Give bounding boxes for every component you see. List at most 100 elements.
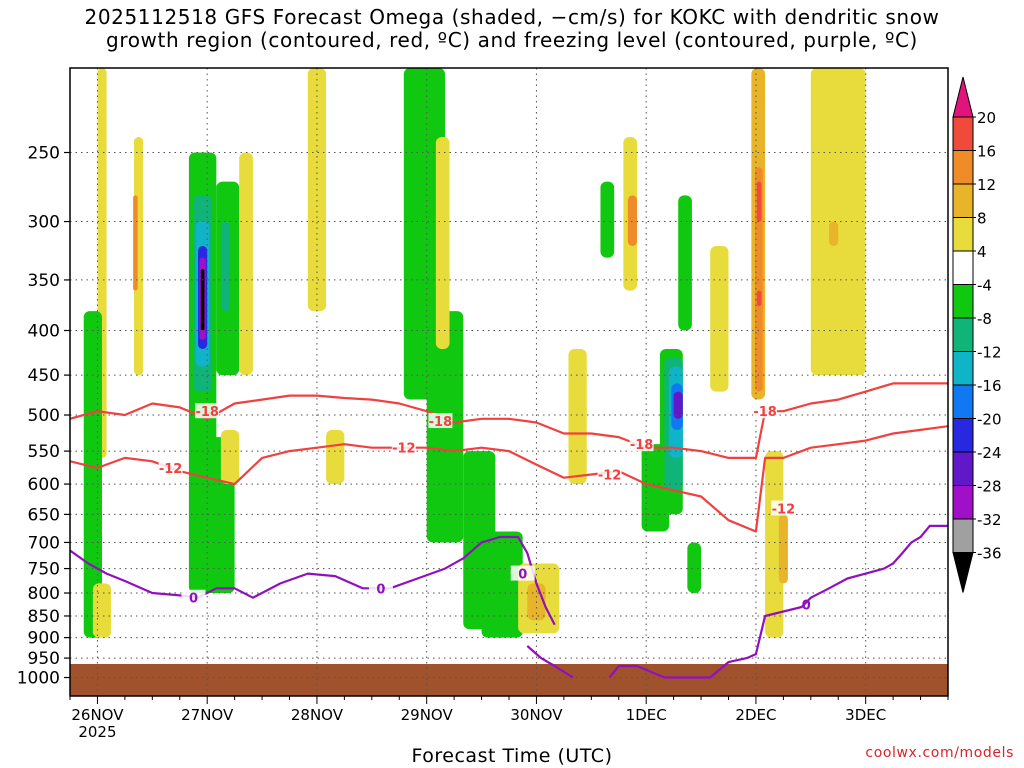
pressure-tick-label: 550 (28, 442, 60, 462)
time-tick-label: 28NOV (291, 706, 344, 724)
omega-cell (200, 268, 205, 331)
contour-layer: -18 -18 -18 -18 -12 -12 -12 -12 0 0 0 0 (70, 382, 948, 679)
contour-label-bg (629, 436, 654, 452)
colorbar-swatch (952, 384, 974, 419)
source-credit: coolwx.com/models (865, 745, 1014, 761)
contour-label: 0 (802, 599, 811, 614)
colorbar-label: -36 (977, 545, 1002, 563)
omega-cell (435, 137, 450, 349)
omega-cell (678, 195, 692, 331)
pressure-tick-label: 800 (28, 584, 60, 604)
pressure-tick-label: 700 (28, 533, 60, 553)
pressure-tick-label: 400 (28, 322, 60, 342)
x-axis-title: Forecast Time (UTC) (411, 745, 613, 767)
colorbar-legend: 20 16 12 8 4 -4 -8 -12 -16 -20 -24 -28 -32 -36 (952, 76, 1002, 593)
omega-cell (778, 514, 788, 584)
contour-label: -12 (772, 503, 796, 518)
colorbar-label: -28 (977, 478, 1002, 496)
pressure-tick-label: 350 (28, 271, 60, 291)
colorbar-label: 12 (977, 176, 996, 194)
colorbar-swatch (952, 451, 974, 486)
pressure-tick-label: 250 (28, 144, 60, 164)
year-label: 2025 (78, 723, 116, 741)
contour-label-bg (753, 403, 778, 419)
colorbar-label: 16 (977, 143, 996, 161)
ground-surface (70, 664, 948, 696)
colorbar-label: 20 (977, 109, 996, 127)
colorbar-label: -8 (977, 310, 992, 328)
colorbar-swatch (952, 116, 974, 151)
omega-cell (710, 245, 729, 392)
time-tick-label: 27NOV (181, 706, 234, 724)
colorbar-swatch (952, 150, 974, 185)
colorbar-swatch (952, 418, 974, 453)
pressure-tick-label: 750 (28, 560, 60, 580)
colorbar-swatch (952, 183, 974, 218)
contour-label: -12 (598, 468, 622, 483)
contour-label-bg (771, 500, 796, 516)
colorbar-label: 8 (977, 210, 987, 228)
contour-label: -18 (429, 415, 453, 430)
time-tick-label: 29NOV (401, 706, 454, 724)
time-tick-label: 30NOV (510, 706, 563, 724)
colorbar-label: -24 (977, 444, 1002, 462)
colorbar-swatch (952, 351, 974, 386)
contour-label: -12 (392, 442, 416, 457)
omega-shading-layer (83, 68, 866, 638)
time-tick-label: 26NOV (71, 706, 124, 724)
colorbar-overflow-top (952, 76, 974, 118)
pressure-tick-label: 500 (28, 406, 60, 426)
omega-cell (239, 152, 253, 376)
omega-cell (568, 348, 587, 485)
contour-line (70, 535, 556, 626)
colorbar-label: -20 (977, 411, 1002, 429)
pressure-tick-label: 300 (28, 213, 60, 233)
contour-label-bg (368, 580, 393, 596)
colorbar-swatch (952, 317, 974, 352)
omega-cell (220, 429, 240, 485)
contour-line (70, 382, 948, 459)
contour-label-bg (158, 459, 183, 475)
colorbar-swatch (952, 284, 974, 319)
pressure-tick-label: 950 (28, 649, 60, 669)
chart-title-line-2: growth region (contoured, red, ºC) and f… (106, 28, 918, 52)
time-tick-label: 2DEC (735, 706, 776, 724)
time-tick-label: 1DEC (626, 706, 667, 724)
contour-line (70, 425, 948, 533)
contour-label-bg (195, 403, 220, 419)
omega-cell (673, 391, 683, 419)
omega-cell (756, 181, 762, 222)
pressure-tick-label: 850 (28, 607, 60, 627)
contour-label: -12 (159, 462, 183, 477)
omega-cell (627, 195, 638, 246)
colorbar-swatch (952, 485, 974, 520)
pressure-tick-label: 650 (28, 505, 60, 525)
colorbar-label: -4 (977, 277, 992, 295)
omega-cell (765, 451, 784, 638)
contour-label-bg (510, 565, 535, 581)
contour-label: 0 (376, 582, 385, 597)
time-tick-label: 3DEC (845, 706, 886, 724)
contour-label: -18 (195, 405, 219, 420)
pressure-tick-label: 900 (28, 629, 60, 649)
colorbar-overflow-bottom (952, 552, 974, 593)
contour-label-bg (597, 466, 622, 482)
pressure-axis: 2503003504004505005506006507007508008509… (17, 144, 70, 689)
colorbar-label: -16 (977, 377, 1002, 395)
contour-label: 0 (189, 592, 198, 607)
gridlines (70, 68, 948, 696)
omega-cell (481, 531, 523, 638)
colorbar-swatch (952, 250, 974, 285)
omega-cell (220, 221, 231, 312)
contour-label-bg (391, 439, 416, 455)
contour-label: -18 (753, 405, 777, 420)
omega-cell (687, 542, 702, 594)
chart-title: 2025112518 GFS Forecast Omega (shaded, −… (0, 6, 1024, 52)
omega-cell (810, 68, 866, 376)
colorbar-swatch (952, 518, 974, 553)
pressure-tick-label: 600 (28, 475, 60, 495)
pressure-tick-label: 1000 (17, 669, 60, 689)
contour-line (526, 645, 574, 679)
